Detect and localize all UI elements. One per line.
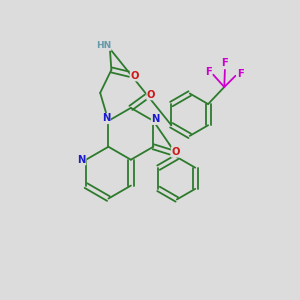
Text: N: N xyxy=(77,155,86,165)
Text: N: N xyxy=(102,113,110,124)
Text: HN: HN xyxy=(96,41,111,50)
Text: O: O xyxy=(171,147,180,157)
Text: F: F xyxy=(221,58,228,68)
Text: F: F xyxy=(205,67,212,77)
Text: F: F xyxy=(237,69,244,79)
Text: O: O xyxy=(147,90,155,100)
Text: N: N xyxy=(152,114,160,124)
Text: O: O xyxy=(130,71,139,81)
